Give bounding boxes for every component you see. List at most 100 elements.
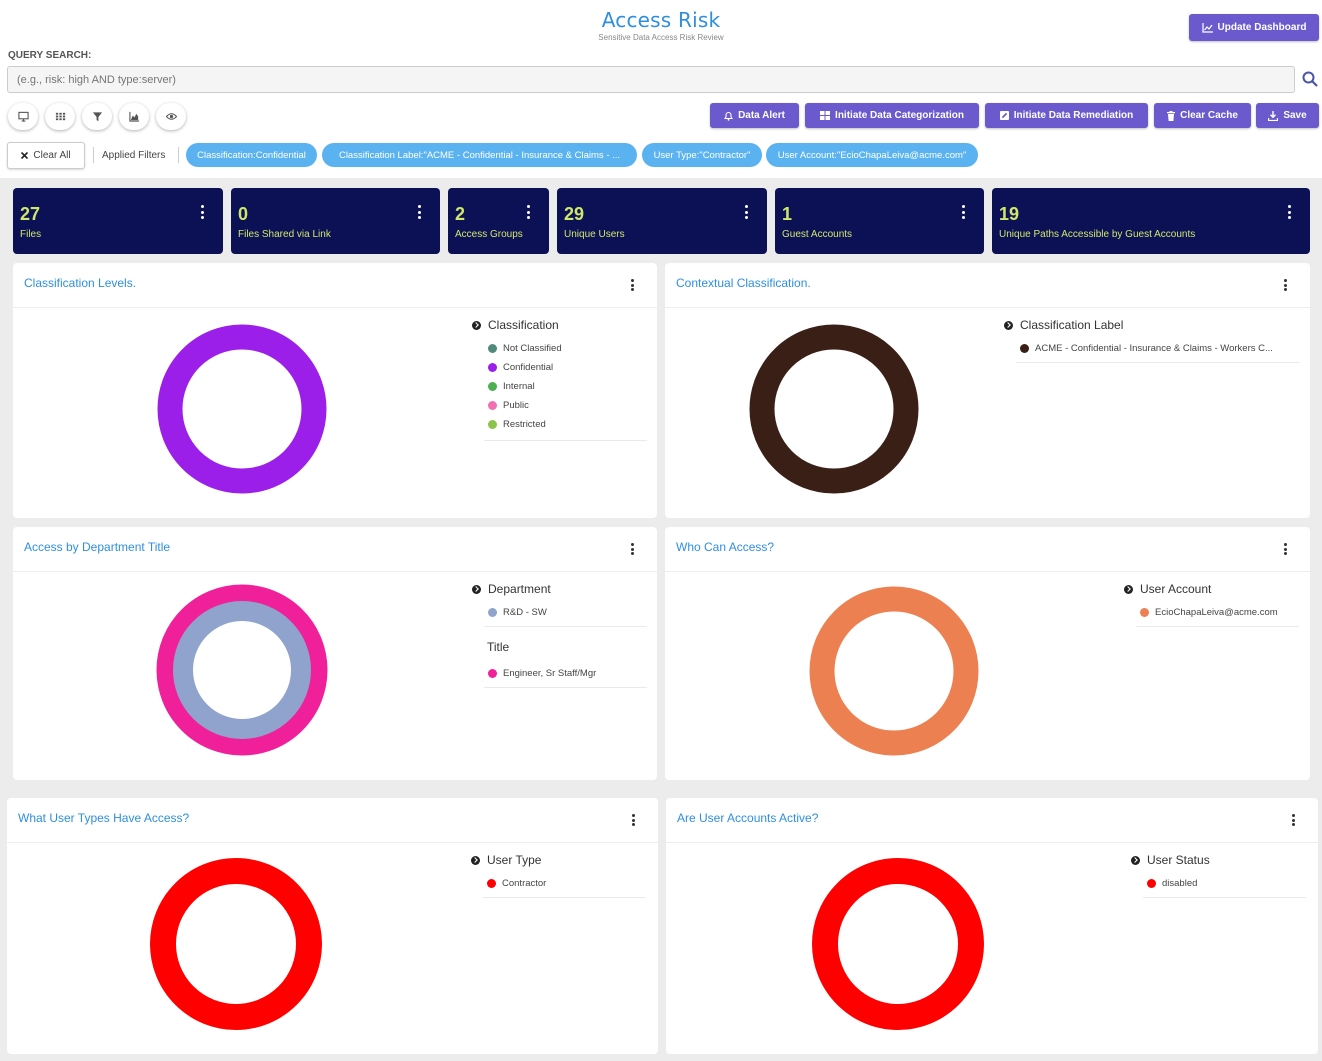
- kpi-files-shared-via-link[interactable]: 0 Files Shared via Link: [231, 188, 440, 254]
- save-button[interactable]: Save: [1256, 103, 1319, 128]
- clear-all-label: Clear All: [33, 150, 71, 161]
- monitor-icon[interactable]: [8, 103, 38, 130]
- filter-chip-user-type[interactable]: User Type:"Contractor": [642, 143, 762, 167]
- panel-title[interactable]: What User Types Have Access?: [18, 811, 190, 825]
- divider: [1016, 362, 1300, 363]
- panel-menu-icon[interactable]: [1284, 279, 1288, 291]
- legend-label: Confidential: [503, 362, 554, 373]
- legend-item[interactable]: Internal: [472, 377, 647, 396]
- panel-title[interactable]: Classification Levels.: [24, 276, 137, 290]
- kpi-menu-icon[interactable]: [1288, 205, 1292, 219]
- classification-donut-chart[interactable]: [156, 323, 328, 495]
- panel-user-accounts-active: Are User Accounts Active? User Status di…: [666, 798, 1318, 1054]
- kpi-unique-users[interactable]: 29 Unique Users: [557, 188, 767, 254]
- data-alert-button[interactable]: Data Alert: [710, 103, 799, 128]
- legend-item[interactable]: Engineer, Sr Staff/Mgr: [472, 664, 647, 683]
- department-donut-chart[interactable]: [156, 584, 328, 756]
- grid-icon[interactable]: [45, 103, 75, 130]
- initiate-categorization-button[interactable]: Initiate Data Categorization: [805, 103, 979, 128]
- kpi-menu-icon[interactable]: [745, 205, 749, 219]
- panel-title[interactable]: Who Can Access?: [676, 540, 775, 554]
- panel-menu-icon[interactable]: [1292, 814, 1296, 826]
- divider: [93, 147, 94, 163]
- legend-title[interactable]: User Account: [1124, 581, 1299, 597]
- legend-item[interactable]: disabled: [1131, 874, 1306, 893]
- kpi-menu-icon[interactable]: [201, 205, 205, 219]
- donut-slice-confidential[interactable]: [157, 324, 327, 494]
- query-search-input[interactable]: [7, 66, 1295, 93]
- area-chart-icon[interactable]: [119, 103, 149, 130]
- legend-item[interactable]: R&D - SW: [472, 603, 647, 622]
- legend-dot: [1147, 879, 1156, 888]
- donut-slice-engineer-sr-staff-mgr[interactable]: [156, 584, 328, 756]
- legend-label: ACME - Confidential - Insurance & Claims…: [1035, 343, 1273, 354]
- legend-title[interactable]: User Status: [1131, 852, 1306, 868]
- panel-menu-icon[interactable]: [631, 279, 635, 291]
- kpi-files[interactable]: 27 Files: [13, 188, 223, 254]
- panel-title[interactable]: Access by Department Title: [24, 540, 171, 554]
- legend-item[interactable]: Not Classified: [472, 339, 647, 358]
- legend-label: Public: [503, 400, 529, 411]
- legend-item[interactable]: Public: [472, 396, 647, 415]
- divider: [665, 307, 1310, 308]
- legend-item[interactable]: EcioChapaLeiva@acme.com: [1124, 603, 1299, 622]
- trash-icon: [1167, 110, 1176, 121]
- donut-slice-acme-confidential[interactable]: [749, 324, 919, 494]
- panel-title[interactable]: Are User Accounts Active?: [677, 811, 819, 825]
- filter-chip-classification[interactable]: Classification:Confidential: [186, 143, 317, 167]
- legend-item[interactable]: Contractor: [471, 874, 646, 893]
- search-icon[interactable]: [1302, 71, 1318, 87]
- update-dashboard-button[interactable]: Update Dashboard: [1189, 14, 1319, 41]
- panel-menu-icon[interactable]: [1284, 543, 1288, 555]
- donut-slice-contractor[interactable]: [150, 858, 322, 1030]
- legend-title-text: Title: [487, 640, 510, 654]
- legend-user-status: User Status disabled: [1131, 852, 1306, 898]
- kpi-menu-icon[interactable]: [418, 205, 422, 219]
- update-dashboard-label: Update Dashboard: [1217, 22, 1307, 33]
- donut-slice-ecio-chapa-leiva[interactable]: [809, 586, 979, 756]
- filter-chip-classification-label[interactable]: Classification Label:"ACME - Confidentia…: [322, 143, 637, 167]
- panel-menu-icon[interactable]: [631, 543, 635, 555]
- filter-chip-user-account[interactable]: User Account:"EcioChapaLeiva@acme.com": [766, 143, 978, 167]
- kpi-menu-icon[interactable]: [962, 205, 966, 219]
- legend-item[interactable]: Confidential: [472, 358, 647, 377]
- initiate-remediation-button[interactable]: Initiate Data Remediation: [985, 103, 1148, 128]
- legend-dot: [488, 344, 497, 353]
- user-status-donut-chart[interactable]: [812, 858, 984, 1030]
- clear-cache-button[interactable]: Clear Cache: [1154, 103, 1251, 128]
- initiate-remediation-label: Initiate Data Remediation: [1013, 110, 1134, 121]
- clear-all-button[interactable]: Clear All: [7, 142, 85, 169]
- page-subtitle: Sensitive Data Access Risk Review: [598, 33, 724, 42]
- legend-title-text: Classification Label: [1020, 318, 1124, 332]
- legend-user-account: User Account EcioChapaLeiva@acme.com: [1124, 581, 1299, 627]
- user-type-donut-chart[interactable]: [150, 858, 322, 1030]
- chevron-right-icon: [471, 855, 480, 865]
- legend-item[interactable]: Restricted: [472, 415, 647, 434]
- kpi-guest-accounts[interactable]: 1 Guest Accounts: [775, 188, 984, 254]
- legend-classification: Classification Not Classified Confidenti…: [472, 317, 647, 441]
- download-icon: [1268, 110, 1279, 121]
- legend-title[interactable]: User Type: [471, 852, 646, 868]
- legend-title[interactable]: Department: [472, 581, 647, 597]
- donut-slice-disabled[interactable]: [812, 858, 984, 1030]
- kpi-value: 2: [455, 204, 466, 224]
- kpi-unique-paths-guest[interactable]: 19 Unique Paths Accessible by Guest Acco…: [992, 188, 1310, 254]
- applied-filters-label: Applied Filters: [102, 150, 166, 161]
- legend-title-text: Department: [488, 582, 551, 596]
- legend-title[interactable]: Classification: [472, 317, 647, 333]
- legend-item[interactable]: ACME - Confidential - Insurance & Claims…: [1004, 339, 1300, 358]
- legend-dot: [487, 879, 496, 888]
- donut-slice-rd-sw[interactable]: [173, 601, 311, 739]
- legend-title[interactable]: Classification Label: [1004, 317, 1300, 333]
- kpi-label: Unique Users: [564, 229, 625, 240]
- legend-title[interactable]: Title: [472, 639, 647, 655]
- panel-menu-icon[interactable]: [632, 814, 636, 826]
- kpi-menu-icon[interactable]: [527, 205, 531, 219]
- eye-icon[interactable]: [156, 103, 186, 130]
- filter-icon[interactable]: [82, 103, 112, 130]
- kpi-access-groups[interactable]: 2 Access Groups: [448, 188, 549, 254]
- chevron-right-icon: [1004, 320, 1013, 330]
- user-account-donut-chart[interactable]: [808, 585, 980, 757]
- classification-label-donut-chart[interactable]: [748, 323, 920, 495]
- panel-title[interactable]: Contextual Classification.: [676, 276, 811, 290]
